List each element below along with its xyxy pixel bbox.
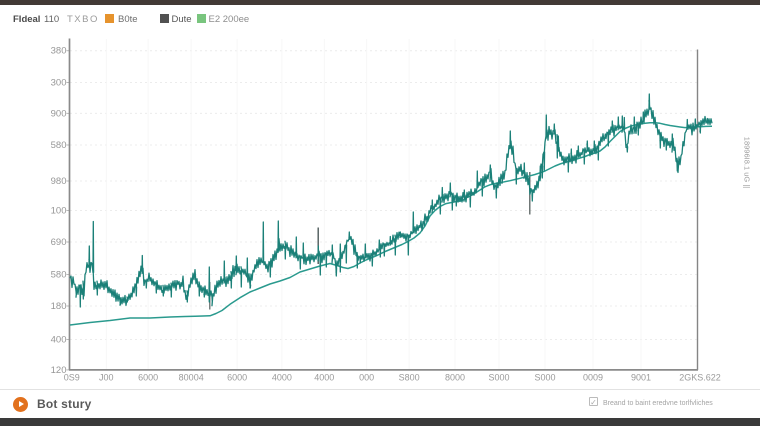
svg-text:4000: 4000	[314, 373, 334, 383]
svg-text:0S9: 0S9	[64, 373, 80, 383]
svg-text:80004: 80004	[179, 373, 204, 383]
svg-text:S800: S800	[399, 373, 420, 383]
svg-text:380: 380	[51, 46, 67, 57]
svg-text:6000: 6000	[138, 373, 158, 383]
svg-text:S000: S000	[534, 373, 555, 383]
svg-text:690: 690	[51, 237, 67, 248]
svg-text:580: 580	[51, 270, 67, 281]
svg-text:2GKS.622: 2GKS.622	[679, 373, 721, 383]
svg-text:0009: 0009	[583, 373, 603, 383]
svg-text:J00: J00	[99, 373, 114, 383]
svg-text:6000: 6000	[227, 373, 247, 383]
svg-text:100: 100	[51, 206, 67, 217]
svg-text:580: 580	[51, 140, 67, 151]
svg-text:900: 900	[51, 108, 67, 119]
svg-text:8000: 8000	[445, 373, 465, 383]
svg-text:000: 000	[359, 373, 374, 383]
svg-text:9001: 9001	[631, 373, 651, 383]
svg-text:120: 120	[51, 365, 67, 376]
svg-text:S000: S000	[488, 373, 509, 383]
svg-text:400: 400	[51, 335, 67, 346]
svg-text:300: 300	[51, 78, 67, 89]
svg-text:980: 980	[51, 176, 67, 187]
svg-text:4000: 4000	[272, 373, 292, 383]
svg-text:180: 180	[51, 301, 67, 312]
